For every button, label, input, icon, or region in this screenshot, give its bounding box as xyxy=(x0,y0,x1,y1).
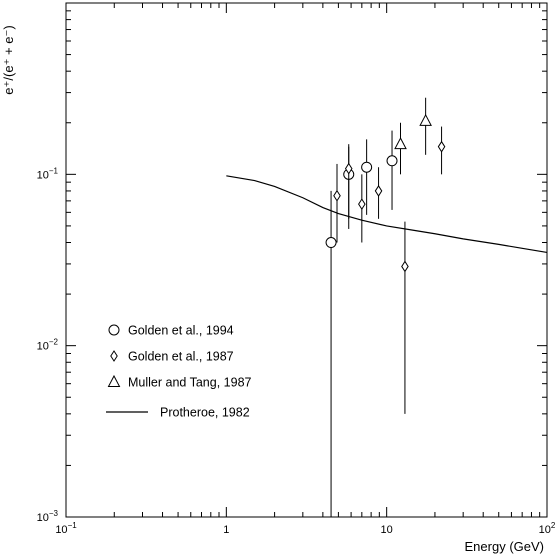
legend: Golden et al., 1994 Golden et al., 1987 Mu… xyxy=(106,324,252,420)
x-tick-label-base: 10 xyxy=(381,524,393,536)
x-tick-label: 10−1 xyxy=(55,521,77,536)
data-point-circle xyxy=(361,161,373,173)
legend-item: Muller and Tang, 1987 xyxy=(107,374,252,390)
y-tick-label: 10−3 xyxy=(37,509,59,524)
x-tick-label-base: 1 xyxy=(223,524,229,536)
data-point-diamond xyxy=(437,140,446,153)
y-tick-label-base: 10 xyxy=(37,512,49,524)
x-tick-label: 10 xyxy=(381,524,393,536)
data-point-triangle xyxy=(394,137,407,150)
legend-item: Golden et al., 1987 xyxy=(110,350,234,364)
y-tick-label-base: 10 xyxy=(37,341,49,353)
legend-label: Muller and Tang, 1987 xyxy=(128,376,252,390)
y-tick-label-exponent: −1 xyxy=(49,166,59,175)
x-tick-label: 1 xyxy=(223,524,229,536)
legend-label: Golden et al., 1994 xyxy=(128,324,234,338)
legend-marker-diamond xyxy=(110,350,118,362)
x-tick-label-base: 10 xyxy=(55,524,67,536)
series-line xyxy=(226,175,548,254)
data-point-diamond xyxy=(333,189,341,202)
series-layer xyxy=(226,97,548,517)
y-tick-label-base: 10 xyxy=(37,169,49,181)
data-point-diamond xyxy=(401,260,409,273)
y-tick-label: 10−2 xyxy=(37,338,59,353)
x-tick-label-exponent: −1 xyxy=(68,521,78,530)
series-diamond xyxy=(333,126,446,414)
legend-label: Protheroe, 1982 xyxy=(160,406,250,420)
data-point-diamond xyxy=(374,185,383,197)
plot-frame xyxy=(65,2,548,518)
legend-item: Protheroe, 1982 xyxy=(106,406,250,420)
axis-ticks xyxy=(65,3,547,518)
data-point-triangle xyxy=(419,113,432,126)
protheroe-curve xyxy=(226,175,548,254)
legend-label: Golden et al., 1987 xyxy=(128,350,234,364)
x-tick-label-base: 10 xyxy=(539,524,551,536)
y-tick-label-exponent: −2 xyxy=(49,338,59,347)
x-axis-label: Energy (GeV) xyxy=(465,539,544,554)
y-tick-label-exponent: −3 xyxy=(49,509,59,518)
x-tick-label: 102 xyxy=(539,521,556,536)
legend-marker-circle xyxy=(108,324,120,336)
legend-marker-triangle xyxy=(107,374,121,387)
data-point-circle xyxy=(325,237,337,249)
y-axis-label: e⁺/(e⁺ + e⁻) xyxy=(1,25,16,94)
legend-item: Golden et al., 1994 xyxy=(108,324,234,338)
data-point-circle xyxy=(386,155,398,167)
data-point-diamond xyxy=(344,162,353,175)
series-triangle xyxy=(394,97,432,175)
y-tick-label: 10−1 xyxy=(37,166,59,181)
x-tick-label-exponent: 2 xyxy=(551,521,556,530)
data-point-diamond xyxy=(358,198,366,211)
